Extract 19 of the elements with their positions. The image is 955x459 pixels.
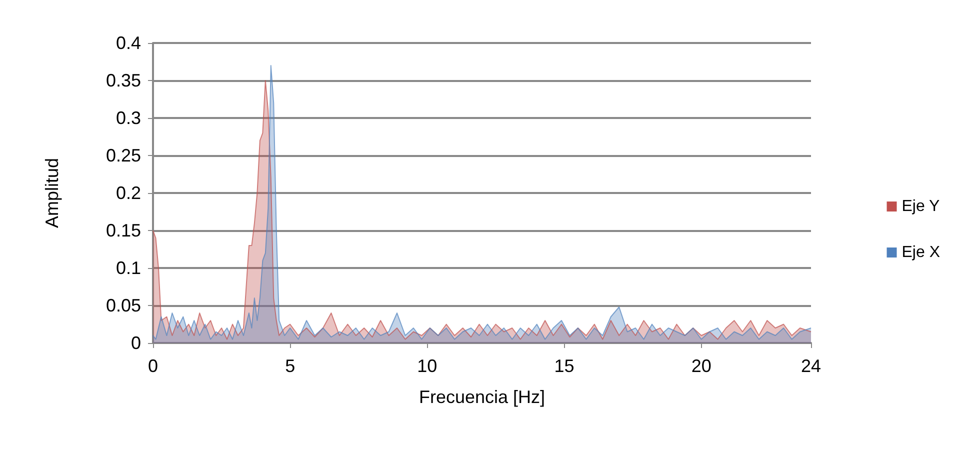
y-tick-label: 0.3: [116, 108, 141, 128]
x-tick-label: 10: [417, 356, 438, 376]
y-tick-label: 0.05: [106, 296, 141, 316]
y-tick-label: 0.35: [106, 70, 141, 90]
x-tick-label: 15: [554, 356, 574, 376]
x-tick-label: 5: [285, 356, 296, 376]
x-axis-title: Frecuencia [Hz]: [418, 387, 546, 407]
y-tick-label: 0.25: [106, 146, 141, 166]
y-tick-label: 0.1: [116, 258, 141, 278]
legend-label: Eje X: [902, 244, 940, 261]
y-tick-label: 0.4: [116, 33, 141, 53]
x-tick-label: 24: [800, 356, 822, 376]
legend-label: Eje Y: [902, 198, 940, 215]
y-tick-label: 0: [130, 333, 141, 353]
x-tick-label: 20: [691, 356, 712, 376]
y-tick-label: 0.15: [106, 220, 141, 240]
x-tick-label: 0: [148, 356, 158, 376]
y-axis-title: Amplitud: [42, 158, 62, 228]
y-tick-label: 0.2: [116, 183, 141, 203]
